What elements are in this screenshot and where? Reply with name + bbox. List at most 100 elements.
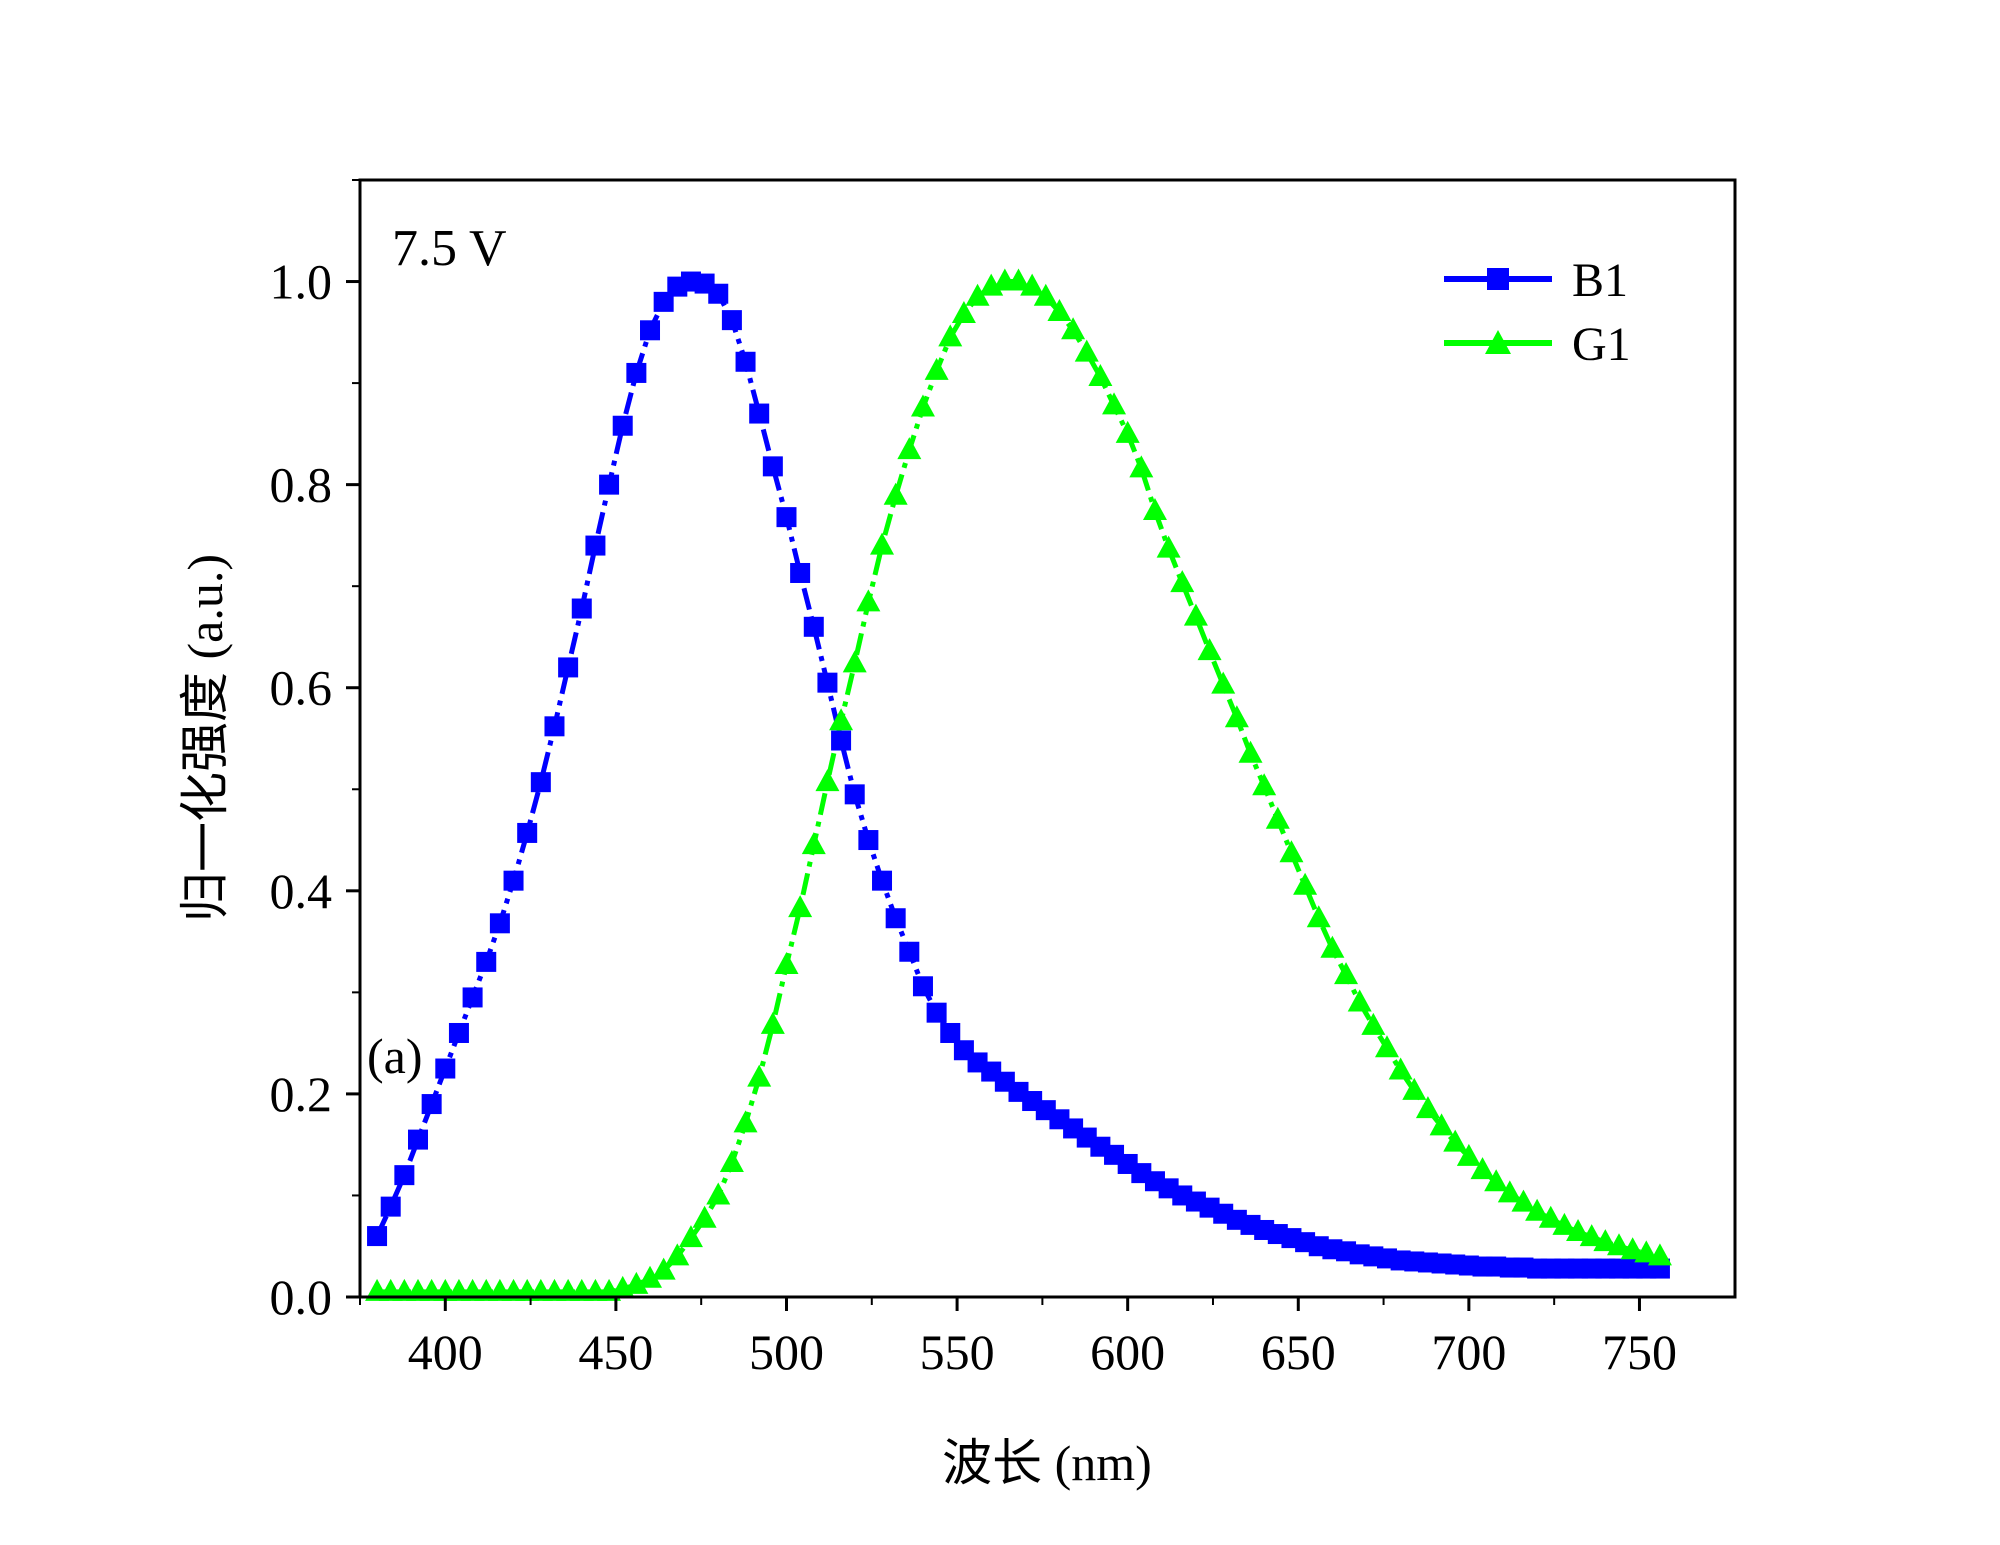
data-point-b1: [367, 1226, 388, 1247]
legend-marker-g1: [1485, 330, 1511, 354]
x-tick-label: 700: [1431, 1324, 1506, 1380]
data-point-g1: [651, 1257, 676, 1280]
x-tick-label: 750: [1602, 1324, 1677, 1380]
data-point-b1: [599, 474, 620, 495]
data-point-b1: [653, 291, 674, 312]
data-point-g1: [638, 1265, 663, 1288]
data-point-g1: [1620, 1237, 1645, 1260]
data-point-g1: [1306, 905, 1331, 928]
data-point-b1: [517, 822, 538, 843]
data-point-b1: [503, 870, 524, 891]
data-point-g1: [624, 1271, 649, 1294]
legend-marker-b1: [1487, 268, 1509, 290]
data-point-b1: [435, 1058, 456, 1079]
data-point-b1: [899, 941, 920, 962]
data-point-b1: [421, 1094, 442, 1115]
data-point-g1: [1347, 989, 1372, 1012]
data-point-b1: [448, 1022, 469, 1043]
data-point-b1: [558, 657, 579, 678]
data-point-g1: [1456, 1143, 1481, 1166]
data-point-b1: [708, 283, 729, 304]
series-line-g1: [377, 279, 1661, 1295]
x-tick-label: 650: [1261, 1324, 1336, 1380]
x-tick-label: 500: [749, 1324, 824, 1380]
data-point-b1: [626, 362, 647, 383]
data-point-g1: [1429, 1113, 1454, 1136]
data-point-b1: [462, 987, 483, 1008]
data-point-g1: [924, 357, 949, 380]
data-point-g1: [1238, 740, 1263, 763]
x-tick-label: 550: [920, 1324, 995, 1380]
data-point-b1: [803, 616, 824, 637]
data-point-b1: [762, 456, 783, 477]
data-point-g1: [1074, 339, 1099, 362]
data-point-g1: [1006, 268, 1031, 291]
y-tick-label: 0.4: [270, 863, 333, 919]
data-point-g1: [719, 1149, 744, 1172]
data-point-g1: [1197, 638, 1222, 661]
data-point-g1: [1443, 1129, 1468, 1152]
data-point-g1: [870, 532, 895, 555]
data-point-b1: [926, 1002, 947, 1023]
data-point-g1: [1061, 317, 1086, 340]
legend-label-b1: B1: [1572, 254, 1628, 307]
data-point-g1: [1252, 773, 1277, 796]
data-point-b1: [831, 730, 852, 751]
x-tick-label: 450: [578, 1324, 653, 1380]
data-point-g1: [938, 324, 963, 347]
data-point-b1: [912, 976, 933, 997]
data-point-g1: [1020, 273, 1045, 296]
data-point-g1: [1102, 392, 1127, 415]
data-point-g1: [1634, 1240, 1659, 1263]
data-point-g1: [774, 951, 799, 974]
data-point-g1: [1170, 570, 1195, 593]
data-point-b1: [394, 1165, 415, 1186]
data-point-b1: [776, 507, 797, 528]
data-point-g1: [1511, 1189, 1536, 1212]
data-point-g1: [897, 437, 922, 460]
data-point-g1: [1484, 1169, 1509, 1192]
data-point-g1: [1183, 603, 1208, 626]
data-point-b1: [872, 870, 893, 891]
data-point-b1: [721, 310, 742, 331]
data-point-b1: [380, 1196, 401, 1217]
y-tick-label: 0.6: [270, 660, 333, 716]
series-line-b1: [374, 279, 1660, 1272]
data-point-g1: [883, 482, 908, 505]
x-axis-ticks: 400 450 500 550 600 650 700 750: [359, 1297, 1677, 1380]
data-point-b1: [885, 908, 906, 929]
data-point-b1: [858, 830, 879, 851]
plot-lines: [374, 279, 1661, 1295]
x-axis-label: 波长 (nm): [942, 1435, 1152, 1491]
data-point-g1: [1279, 840, 1304, 863]
data-point-b1: [817, 672, 838, 693]
data-point-g1: [1593, 1229, 1618, 1252]
data-point-g1: [1538, 1205, 1563, 1228]
data-point-g1: [1088, 363, 1113, 386]
data-point-g1: [815, 769, 840, 792]
legend: B1 G1: [1444, 254, 1631, 371]
data-point-b1: [571, 598, 592, 619]
data-point-g1: [1265, 806, 1290, 829]
data-point-g1: [1525, 1198, 1550, 1221]
data-point-b1: [476, 951, 497, 972]
data-point-g1: [665, 1243, 690, 1266]
y-tick-label: 1.0: [270, 254, 333, 310]
data-point-g1: [1224, 705, 1249, 728]
data-point-g1: [1293, 872, 1318, 895]
data-point-g1: [1320, 935, 1345, 958]
legend-entry-g1: G1: [1444, 318, 1631, 371]
data-point-g1: [1374, 1035, 1399, 1058]
data-point-g1: [692, 1205, 717, 1228]
y-tick-label: 0.8: [270, 457, 333, 513]
data-point-g1: [1647, 1243, 1672, 1266]
data-point-b1: [544, 716, 565, 737]
data-point-b1: [585, 535, 606, 556]
data-point-g1: [856, 589, 881, 612]
data-point-g1: [1156, 535, 1181, 558]
data-point-g1: [1470, 1157, 1495, 1180]
data-point-g1: [1388, 1057, 1413, 1080]
data-point-b1: [408, 1129, 429, 1150]
plot-frame: [358, 178, 1737, 1299]
